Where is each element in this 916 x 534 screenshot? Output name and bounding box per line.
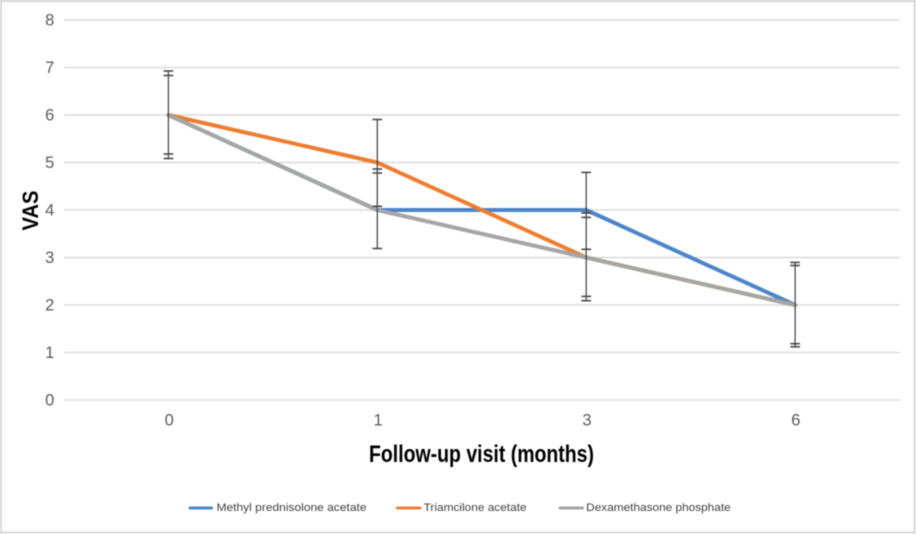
svg-text:Dexamethasone phosphate: Dexamethasone phosphate <box>586 502 731 514</box>
svg-text:5: 5 <box>45 154 54 172</box>
svg-text:1: 1 <box>374 412 383 430</box>
svg-text:1: 1 <box>45 344 54 362</box>
svg-text:2: 2 <box>45 296 54 314</box>
svg-text:8: 8 <box>45 11 54 29</box>
svg-text:6: 6 <box>45 106 54 124</box>
svg-text:3: 3 <box>45 249 54 267</box>
svg-text:0: 0 <box>45 391 54 409</box>
svg-text:Follow-up visit (months): Follow-up visit (months) <box>369 441 594 468</box>
svg-text:3: 3 <box>582 412 591 430</box>
svg-text:Methyl prednisolone acetate: Methyl prednisolone acetate <box>217 502 367 514</box>
svg-text:VAS: VAS <box>18 191 43 231</box>
svg-text:7: 7 <box>45 59 54 77</box>
svg-text:6: 6 <box>791 412 800 430</box>
svg-text:4: 4 <box>45 201 54 219</box>
svg-text:0: 0 <box>165 412 174 430</box>
svg-text:Triamcilone acetate: Triamcilone acetate <box>424 502 527 514</box>
